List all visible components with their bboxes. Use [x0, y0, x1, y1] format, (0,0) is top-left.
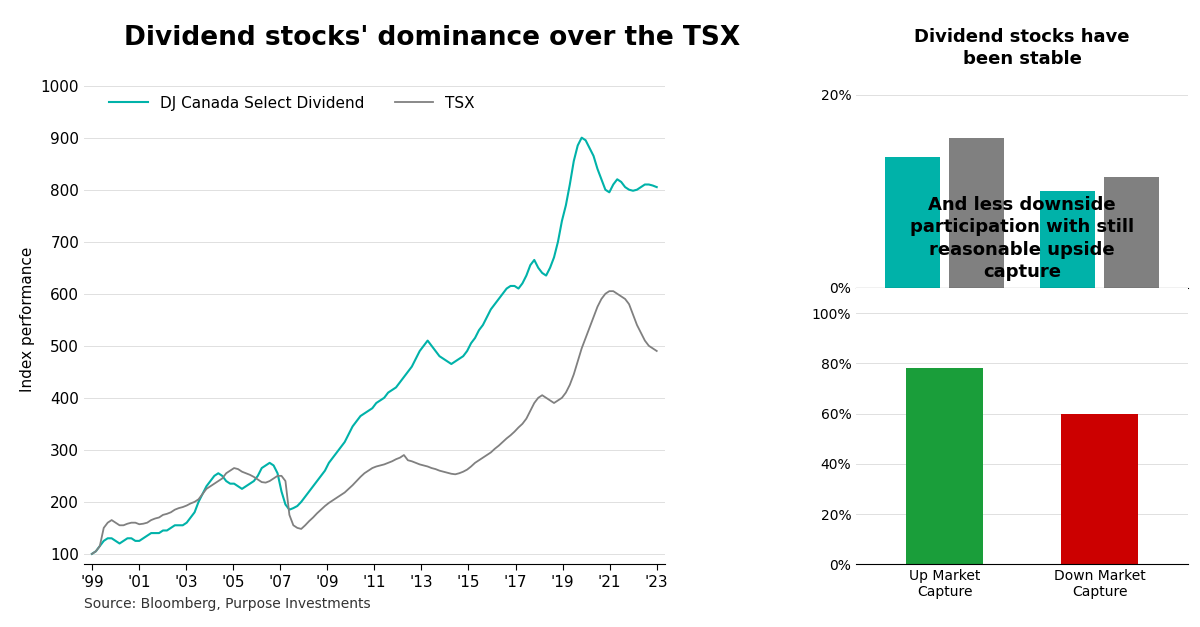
TSX	[539, 394, 553, 401]
TSX	[258, 479, 272, 487]
Y-axis label: Index performance: Index performance	[20, 247, 35, 393]
DJ Canada Select Dividend	[539, 271, 553, 279]
Bar	[1040, 191, 1096, 288]
Line: DJ Canada Select Dividend: DJ Canada Select Dividend	[92, 138, 656, 554]
TSX	[487, 445, 502, 453]
DJ Canada Select Dividend	[487, 300, 502, 308]
DJ Canada Select Dividend	[85, 550, 100, 557]
Bar	[884, 157, 941, 288]
Legend: DJ Canada Select Dividend, TSX: DJ Canada Select Dividend, TSX	[103, 90, 481, 117]
Title: Dividend stocks have
been stable: Dividend stocks have been stable	[914, 28, 1130, 68]
TSX	[602, 287, 617, 295]
DJ Canada Select Dividend	[168, 522, 182, 529]
TSX	[85, 550, 100, 557]
Bar	[1104, 177, 1159, 288]
DJ Canada Select Dividend	[575, 134, 589, 142]
DJ Canada Select Dividend	[649, 183, 664, 191]
DJ Canada Select Dividend	[258, 461, 272, 469]
Bar	[906, 368, 984, 564]
Text: Dividend stocks' dominance over the TSX: Dividend stocks' dominance over the TSX	[124, 25, 740, 51]
TSX	[168, 506, 182, 514]
Text: Source: Bloomberg, Purpose Investments: Source: Bloomberg, Purpose Investments	[84, 598, 371, 611]
DJ Canada Select Dividend	[124, 535, 138, 542]
TSX	[124, 519, 138, 527]
TSX	[649, 347, 664, 355]
Bar	[949, 138, 1004, 288]
Line: TSX: TSX	[92, 291, 656, 554]
Bar	[1061, 414, 1139, 564]
DJ Canada Select Dividend	[547, 253, 562, 261]
Title: And less downside
participation with still
reasonable upside
capture: And less downside participation with sti…	[910, 196, 1134, 281]
TSX	[547, 399, 562, 407]
